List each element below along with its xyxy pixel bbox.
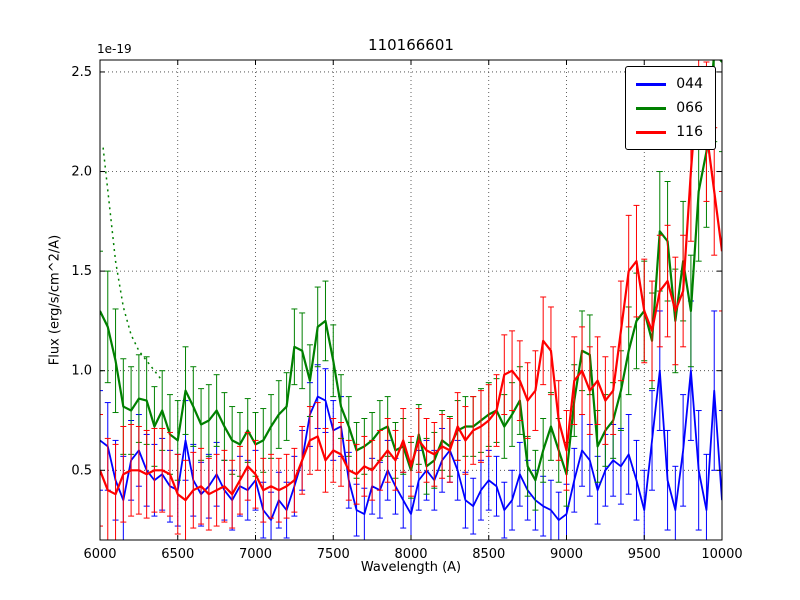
x-axis-label: Wavelength (A) bbox=[360, 560, 462, 575]
x-tick-label: 8000 bbox=[394, 547, 427, 562]
legend-item-044: 044 bbox=[636, 72, 703, 96]
legend: 044 066 116 bbox=[625, 66, 716, 150]
legend-label-116: 116 bbox=[676, 124, 703, 140]
legend-line-swatch-066 bbox=[636, 106, 667, 110]
legend-line-swatch-044 bbox=[636, 82, 667, 86]
x-tick-label: 9000 bbox=[550, 547, 583, 562]
x-tick-label: 10000 bbox=[701, 547, 742, 562]
series-line-066-dotted bbox=[102, 147, 163, 382]
chart-title: 110166601 bbox=[368, 36, 454, 54]
x-tick-label: 8500 bbox=[472, 547, 505, 562]
y-tick-label: 1.5 bbox=[71, 264, 92, 279]
y-axis-offset-label: 1e-19 bbox=[97, 42, 132, 56]
legend-item-066: 066 bbox=[636, 96, 703, 120]
x-tick-label: 7500 bbox=[317, 547, 350, 562]
series-line-116 bbox=[100, 70, 722, 502]
legend-label-044: 044 bbox=[676, 76, 703, 92]
tick-marks bbox=[99, 60, 723, 540]
legend-label-066: 066 bbox=[676, 100, 703, 116]
legend-item-116: 116 bbox=[636, 120, 703, 144]
x-tick-label: 9500 bbox=[628, 547, 661, 562]
x-tick-label: 6000 bbox=[83, 547, 116, 562]
y-tick-label: 2.0 bbox=[71, 165, 92, 180]
y-tick-label: 1.0 bbox=[71, 364, 92, 379]
x-tick-label: 7000 bbox=[239, 547, 272, 562]
y-tick-label: 0.5 bbox=[71, 463, 92, 478]
y-tick-label: 2.5 bbox=[71, 65, 92, 80]
series-line-044 bbox=[100, 369, 722, 521]
x-tick-label: 6500 bbox=[161, 547, 194, 562]
legend-line-swatch-116 bbox=[636, 130, 667, 134]
y-axis-label: Flux (erg/s/cm^2/A) bbox=[47, 234, 63, 366]
